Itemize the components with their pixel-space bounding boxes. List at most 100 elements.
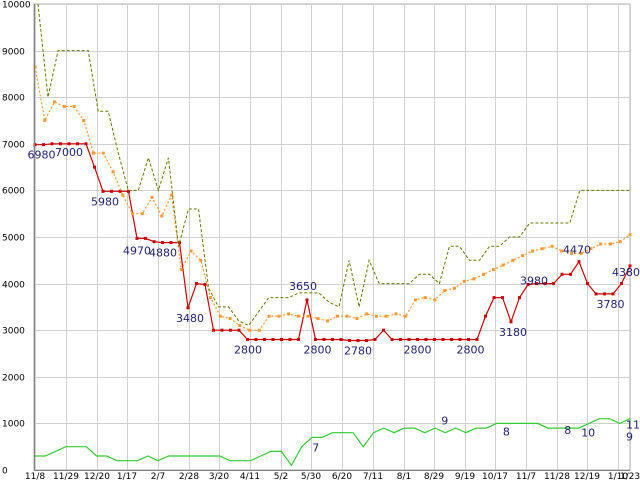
price-data-label: 4970 — [123, 244, 151, 257]
average-point — [121, 193, 125, 197]
y-tick-label: 7000 — [2, 141, 25, 151]
price-point — [314, 338, 317, 341]
price-data-label: 4880 — [149, 247, 177, 260]
average-point — [335, 314, 339, 318]
price-point — [475, 338, 479, 341]
price-point — [42, 143, 45, 147]
price-point — [229, 328, 232, 332]
price-data-label: 2800 — [234, 344, 262, 357]
price-point — [467, 338, 470, 341]
average-point — [248, 328, 252, 332]
price-point — [620, 282, 623, 286]
average-point — [296, 314, 300, 318]
price-point — [373, 338, 377, 341]
average-point — [443, 289, 447, 293]
price-point — [586, 282, 589, 286]
price-point — [365, 339, 368, 342]
price-point — [628, 264, 632, 268]
average-point — [101, 151, 105, 155]
x-tick-label: 5/2 — [274, 472, 288, 480]
average-point — [131, 212, 134, 216]
price-point — [135, 236, 139, 240]
average-point — [472, 277, 476, 281]
average-point — [160, 214, 164, 218]
price-point — [271, 338, 275, 341]
price-point — [407, 338, 411, 341]
x-tick-label: 8/29 — [424, 472, 444, 480]
price-point — [331, 338, 334, 341]
average-point — [150, 195, 154, 199]
average-point — [374, 314, 378, 318]
price-point — [118, 189, 122, 193]
price-point — [603, 292, 606, 296]
price-point — [348, 339, 351, 342]
average-point — [355, 317, 359, 320]
average-point — [62, 105, 66, 108]
count-data-label: 11 — [626, 419, 640, 432]
price-data-label: 6980 — [28, 149, 56, 162]
average-point — [413, 298, 417, 302]
count-data-label: 9 — [441, 415, 448, 428]
price-point — [560, 272, 564, 276]
price-data-label: 4380 — [612, 266, 640, 279]
count-data-label: 7 — [312, 441, 319, 454]
average-point — [394, 312, 398, 316]
average-point — [179, 268, 183, 272]
series-lines — [33, 3, 632, 467]
average-point — [345, 314, 349, 318]
average-point — [511, 258, 515, 262]
price-point — [263, 338, 266, 341]
price-point — [161, 241, 164, 245]
count-data-label: 9 — [626, 431, 633, 444]
average-point — [609, 242, 612, 246]
price-point — [484, 314, 487, 318]
x-tick-label: 12/20 — [84, 472, 110, 480]
average-point — [72, 105, 76, 108]
x-tick-label: 11/29 — [53, 472, 79, 480]
y-tick-label: 2000 — [2, 374, 25, 384]
price-data-label: 4470 — [563, 244, 591, 257]
price-point — [458, 338, 462, 341]
price-point — [76, 142, 79, 146]
price-data-label: 2780 — [344, 345, 372, 358]
price-point — [127, 189, 130, 193]
x-tick-label: 5/30 — [301, 472, 321, 480]
price-point — [594, 292, 598, 296]
price-point — [441, 338, 445, 341]
price-data-label: 2800 — [457, 344, 485, 357]
average-point — [316, 317, 320, 320]
count-data-label: 8 — [564, 424, 571, 437]
average-point — [521, 254, 525, 258]
price-point — [212, 328, 215, 332]
price-point — [390, 338, 394, 341]
price-data-label: 3980 — [520, 275, 548, 288]
average-point — [423, 296, 427, 300]
price-point — [543, 282, 547, 286]
price-point — [144, 236, 147, 240]
price-data-label: 3480 — [176, 312, 204, 325]
average-point — [482, 272, 486, 276]
x-tick-label: 10/17 — [482, 472, 508, 480]
price-point — [518, 296, 521, 300]
x-tick-label: 11/7 — [516, 472, 536, 480]
average-point — [277, 314, 281, 318]
average-point — [491, 268, 495, 272]
price-data-label: 2800 — [304, 344, 332, 357]
average-point — [209, 296, 213, 300]
price-point — [356, 339, 360, 342]
price-data-label: 2800 — [404, 344, 432, 357]
average-point — [82, 119, 86, 122]
average-series-line — [34, 66, 631, 331]
price-point — [246, 338, 249, 341]
price-point — [178, 241, 181, 245]
average-point — [365, 312, 369, 316]
y-tick-label: 3000 — [2, 327, 25, 337]
average-point — [92, 151, 95, 155]
average-point — [628, 233, 632, 237]
price-point — [492, 296, 496, 300]
x-tick-label: 11/8 — [25, 472, 45, 480]
price-point — [433, 338, 436, 341]
price-point — [254, 338, 258, 341]
grid — [33, 3, 631, 471]
